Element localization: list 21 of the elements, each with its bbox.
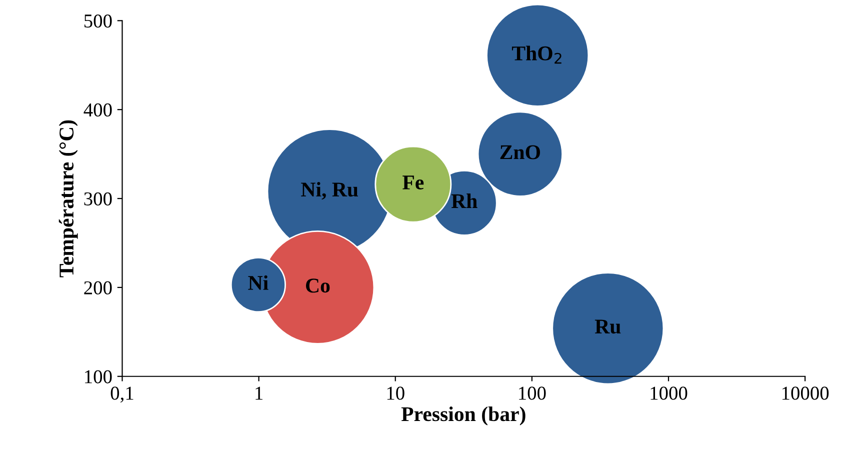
series-label: Co xyxy=(306,278,330,293)
x-tick-label: 1 xyxy=(256,386,262,400)
series-label: Ni, Ru xyxy=(301,182,358,200)
x-axis-title: Pression (bar) xyxy=(401,406,526,426)
y-tick-label: 100 xyxy=(85,370,112,384)
y-tick-label: 200 xyxy=(84,281,112,294)
series-label: ThO$_{2}$ xyxy=(512,46,562,64)
x-tick-label: 0,1 xyxy=(110,386,134,403)
x-tick-label: 1000 xyxy=(650,386,688,400)
y-tick-label: 400 xyxy=(84,103,112,117)
x-tick-label: 10 xyxy=(387,386,404,400)
series-label: ZnO xyxy=(500,145,540,160)
y-axis-title: Température (°C) xyxy=(58,120,78,278)
y-tick-label: 500 xyxy=(84,14,112,28)
x-tick-label: 100 xyxy=(519,386,546,400)
x-tick-label: 10000 xyxy=(782,386,829,400)
y-tick-label: 300 xyxy=(84,192,112,206)
series-label: Ru xyxy=(594,320,621,334)
series-label: Fe xyxy=(402,176,424,190)
series-label: Ni xyxy=(248,275,268,290)
series-label: Rh xyxy=(451,194,478,208)
